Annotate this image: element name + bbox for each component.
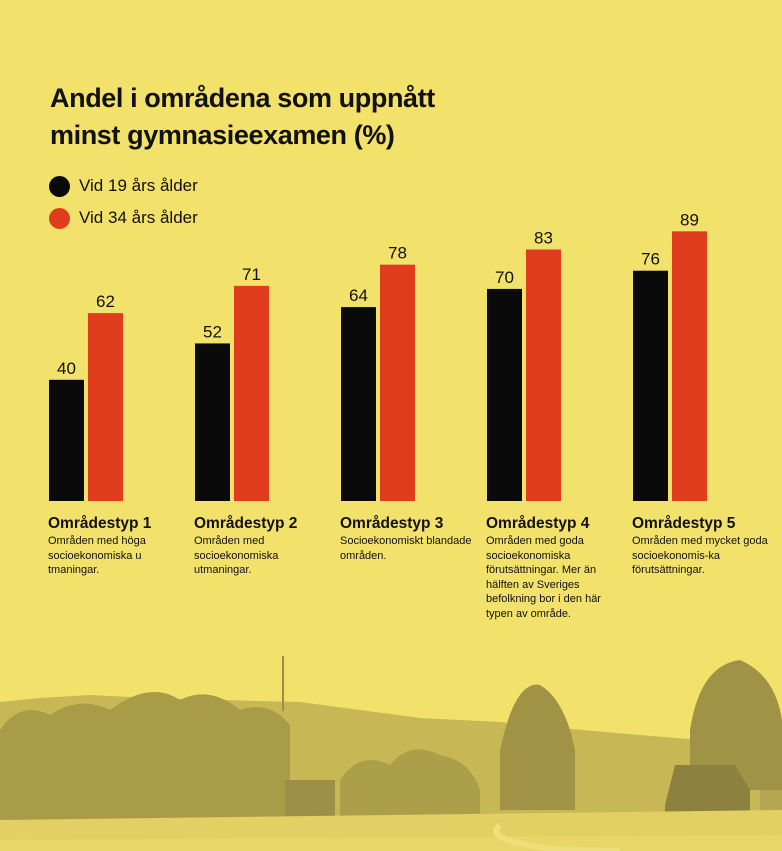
data-label: 76 xyxy=(641,250,660,269)
data-label: 52 xyxy=(203,322,222,341)
category-label: Områdestyp 2 Områden med socioekonomiska… xyxy=(194,514,334,578)
legend: Vid 19 års ålder Vid 34 års ålder xyxy=(49,170,198,234)
legend-swatch-black-icon xyxy=(49,175,70,197)
data-label: 70 xyxy=(495,268,514,287)
data-label: 71 xyxy=(242,265,261,284)
chart-title-line-1: Andel i områdena som uppnått xyxy=(50,83,435,113)
data-label: 62 xyxy=(96,292,115,311)
bar-age19-type3 xyxy=(341,307,376,501)
category-description: Socioekonomiskt blandade områden. xyxy=(340,535,472,562)
bar-age19-type2 xyxy=(195,343,230,501)
category-title: Områdestyp 1 xyxy=(48,515,152,532)
data-label: 78 xyxy=(388,244,407,263)
legend-label: Vid 34 års ålder xyxy=(79,208,198,227)
category-description: Områden med socioekonomiska utmaningar. xyxy=(194,535,279,576)
category-description: Områden med goda socioekonomiska förutsä… xyxy=(486,535,601,620)
landscape-background-photo xyxy=(0,640,782,851)
legend-swatch-red-icon xyxy=(49,207,70,229)
data-label: 64 xyxy=(349,286,368,305)
legend-label: Vid 19 års ålder xyxy=(79,176,198,195)
category-label: Områdestyp 5 Områden med mycket goda soc… xyxy=(632,514,772,578)
category-label: Områdestyp 1 Områden med höga socioekono… xyxy=(48,514,188,578)
bar-age34-type2 xyxy=(234,285,269,501)
category-title: Områdestyp 3 xyxy=(340,515,444,532)
bar-age19-type1 xyxy=(49,379,84,501)
bar-age34-type3 xyxy=(380,264,415,501)
category-label: Områdestyp 3 Socioekonomiskt blandade om… xyxy=(340,514,480,563)
category-description: Områden med höga socioekonomiska u tmani… xyxy=(48,535,146,576)
data-label: 89 xyxy=(680,210,699,229)
legend-item-34: Vid 34 års ålder xyxy=(49,202,198,234)
bar-chart: 40 52 64 70 76 62 71 78 83 89 xyxy=(49,210,707,501)
category-title: Områdestyp 2 xyxy=(194,515,298,532)
bar-age34-type4 xyxy=(526,249,561,501)
category-title: Områdestyp 4 xyxy=(486,515,590,532)
bar-age19-type5 xyxy=(633,270,668,501)
chart-title: Andel i områdena som uppnått minst gymna… xyxy=(50,80,435,154)
chart-title-line-2: minst gymnasieexamen (%) xyxy=(50,120,395,150)
legend-item-19: Vid 19 års ålder xyxy=(49,170,198,202)
category-description: Områden med mycket goda socioekonomis-ka… xyxy=(632,535,768,576)
category-title: Områdestyp 5 xyxy=(632,515,736,532)
bar-age19-type4 xyxy=(487,288,522,501)
bar-age34-type5 xyxy=(672,231,707,501)
data-label: 83 xyxy=(534,229,553,248)
data-label: 40 xyxy=(57,359,76,378)
bar-age34-type1 xyxy=(88,313,123,501)
category-label: Områdestyp 4 Områden med goda socioekono… xyxy=(486,514,626,621)
